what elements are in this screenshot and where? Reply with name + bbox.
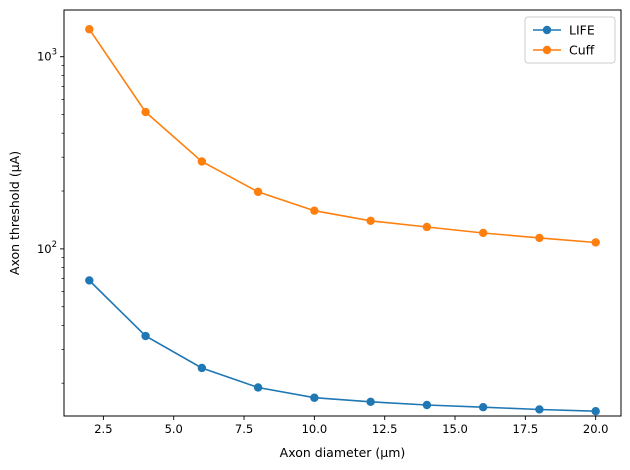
- x-tick-label: 12.5: [372, 422, 398, 436]
- data-point-life: [85, 276, 94, 285]
- x-tick-label: 15.0: [442, 422, 468, 436]
- data-point-cuff: [591, 238, 600, 247]
- plot-frame: [63, 9, 622, 417]
- data-point-life: [310, 393, 319, 402]
- data-point-life: [253, 383, 263, 392]
- x-tick-label: 17.5: [513, 422, 539, 436]
- data-point-cuff: [85, 25, 94, 34]
- series-line-life: [88, 279, 596, 412]
- x-tick-label: 10.0: [302, 422, 328, 436]
- data-point-life: [478, 403, 488, 412]
- data-point-life: [422, 400, 432, 410]
- legend-label-life: LIFE: [569, 23, 595, 38]
- x-axis-label: Axon diameter (μm): [280, 445, 406, 460]
- data-point-life: [197, 363, 207, 373]
- data-point-life: [535, 405, 544, 414]
- legend-marker-life: [542, 25, 552, 35]
- y-tick-label: 103: [37, 48, 57, 64]
- data-point-cuff: [535, 233, 544, 243]
- data-point-cuff: [310, 206, 319, 215]
- series-line-cuff: [88, 28, 596, 244]
- legend-label-cuff: Cuff: [569, 43, 595, 58]
- ticks-layer: 2.5 5.0 7.5 10.0 12.5 15.0 17.5 20.0 102 103: [37, 48, 609, 436]
- series-layer: [85, 25, 600, 416]
- y-axis-label: Axon threshold (μA): [7, 151, 22, 275]
- data-point-life: [366, 397, 375, 407]
- data-point-cuff: [197, 157, 207, 166]
- data-point-cuff: [253, 187, 263, 197]
- legend: LIFE Cuff: [524, 16, 616, 64]
- data-point-life: [591, 406, 600, 416]
- data-point-cuff: [366, 216, 375, 225]
- data-point-cuff: [141, 107, 150, 117]
- x-tick-label: 5.0: [165, 422, 183, 436]
- x-tick-label: 20.0: [583, 422, 609, 436]
- legend-marker-cuff: [542, 45, 552, 55]
- x-tick-label: 7.5: [235, 422, 253, 436]
- data-point-life: [141, 331, 150, 341]
- data-point-cuff: [422, 222, 432, 232]
- y-tick-label: 102: [37, 240, 57, 256]
- x-tick-label: 2.5: [94, 422, 112, 436]
- data-point-cuff: [478, 228, 488, 238]
